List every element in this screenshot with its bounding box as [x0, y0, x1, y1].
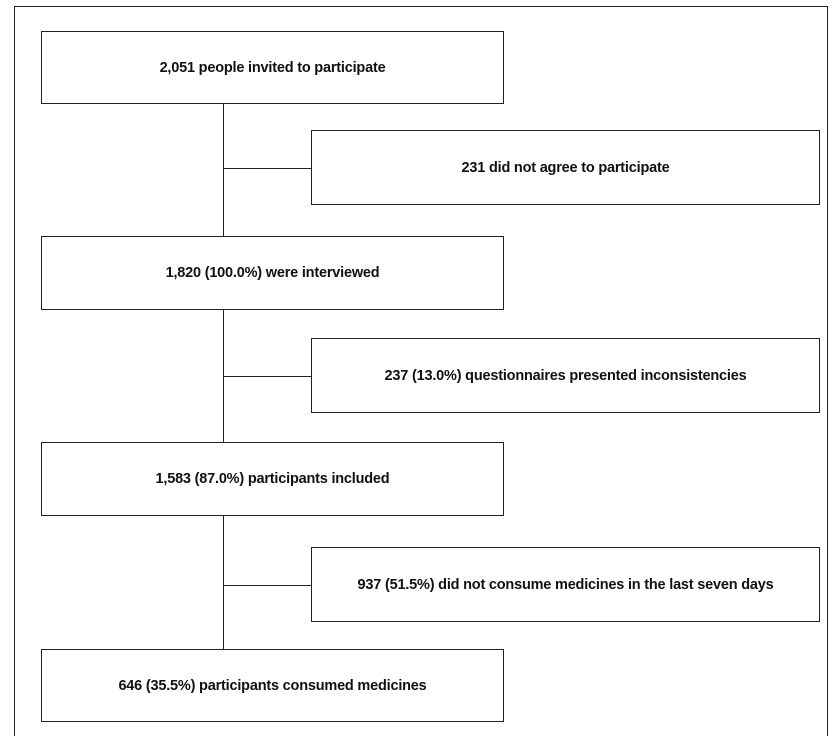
step-consumed-label: 646 (35.5%) participants consumed medici… — [118, 677, 427, 694]
step-consumed-box: 646 (35.5%) participants consumed medici… — [41, 649, 504, 722]
step-invited-label: 2,051 people invited to participate — [159, 59, 386, 76]
exclusion-no-medicines-box: 937 (51.5%) did not consume medicines in… — [311, 547, 820, 622]
step-invited-box: 2,051 people invited to participate — [41, 31, 504, 104]
branch-not-agree — [223, 168, 311, 169]
connector-1-2-vertical — [223, 104, 224, 236]
exclusion-not-agree-label: 231 did not agree to participate — [461, 159, 670, 176]
step-included-box: 1,583 (87.0%) participants included — [41, 442, 504, 516]
step-interviewed-label: 1,820 (100.0%) were interviewed — [165, 265, 380, 281]
exclusion-inconsistencies-box: 237 (13.0%) questionnaires presented inc… — [311, 338, 820, 413]
step-included-label: 1,583 (87.0%) participants included — [155, 471, 390, 487]
exclusion-not-agree-box: 231 did not agree to participate — [311, 130, 820, 205]
exclusion-inconsistencies-label: 237 (13.0%) questionnaires presented inc… — [384, 367, 747, 384]
branch-inconsistencies — [223, 376, 311, 377]
step-interviewed-box: 1,820 (100.0%) were interviewed — [41, 236, 504, 310]
branch-no-medicines — [223, 585, 311, 586]
figure-frame — [14, 6, 828, 736]
exclusion-no-medicines-label: 937 (51.5%) did not consume medicines in… — [357, 576, 774, 593]
connector-3-4-vertical — [223, 516, 224, 649]
